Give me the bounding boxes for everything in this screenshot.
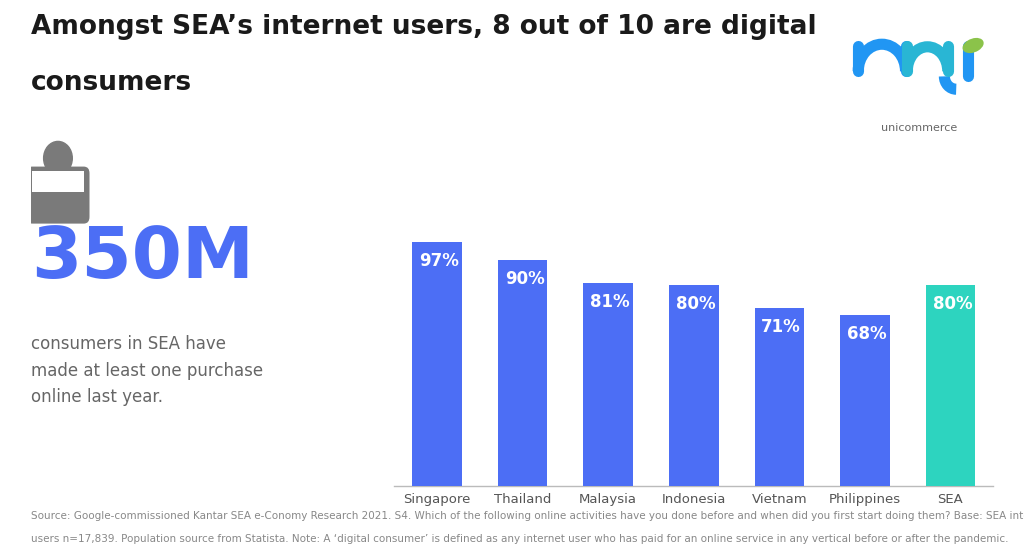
Bar (584, 283, 633, 486)
Bar (669, 285, 719, 486)
Text: Amongst SEA’s internet users, 8 out of 10 are digital: Amongst SEA’s internet users, 8 out of 1… (31, 14, 816, 40)
Text: 90%: 90% (505, 270, 545, 288)
Text: 97%: 97% (419, 252, 459, 271)
FancyBboxPatch shape (27, 167, 89, 224)
Bar (413, 242, 462, 486)
Text: 350M: 350M (31, 224, 254, 292)
Text: consumers in SEA have
made at least one purchase
online last year.: consumers in SEA have made at least one … (31, 335, 263, 406)
Bar (498, 260, 548, 486)
Text: 71%: 71% (762, 318, 801, 336)
Text: 68%: 68% (847, 325, 887, 343)
Text: 80%: 80% (933, 295, 972, 313)
Text: Source: Google-commissioned Kantar SEA e-Conomy Research 2021. S4. Which of the : Source: Google-commissioned Kantar SEA e… (31, 511, 1024, 522)
Text: 81%: 81% (590, 292, 630, 311)
Text: unicommerce: unicommerce (881, 123, 957, 133)
Bar (755, 307, 804, 486)
Text: consumers: consumers (31, 70, 191, 96)
Text: users n=17,839. Population source from Statista. Note: A ‘digital consumer’ is d: users n=17,839. Population source from S… (31, 534, 1009, 544)
Bar (840, 315, 890, 486)
Text: 80%: 80% (676, 295, 716, 313)
Ellipse shape (963, 38, 984, 53)
Bar (926, 285, 975, 486)
Circle shape (44, 141, 73, 175)
FancyBboxPatch shape (32, 171, 84, 192)
